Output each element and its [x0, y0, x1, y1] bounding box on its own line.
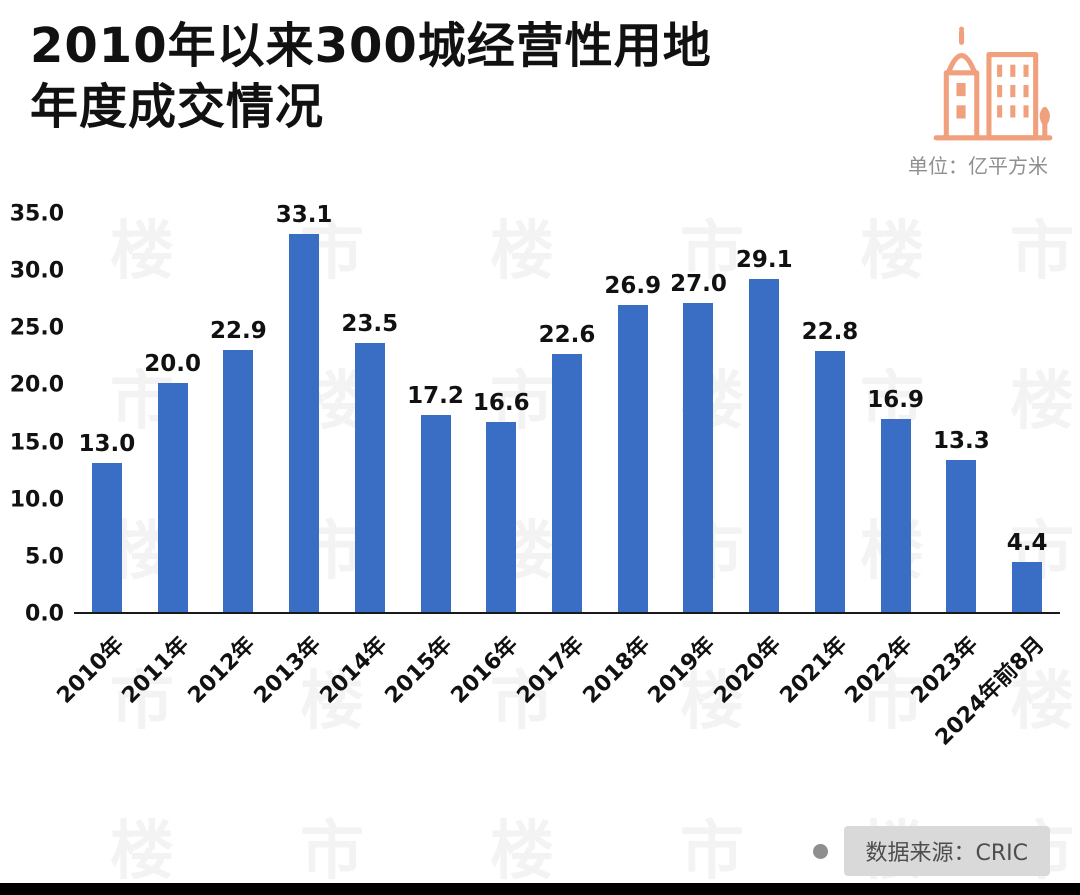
plot-area: 13.0 20.0 22.9 33.1 23.5 17.2 16.6 22.6 26.9 27.0…: [74, 202, 1060, 614]
y-tick-label: 35.0: [9, 201, 64, 227]
bar: [1012, 561, 1043, 612]
page-title: 2010年以来300城经营性用地 年度成交情况: [30, 16, 712, 139]
bar: [946, 460, 977, 612]
bar: [683, 303, 714, 612]
bar-slot: 20.0: [140, 214, 206, 612]
bar: [91, 463, 122, 612]
page-title-line1: 2010年以来300城经营性用地: [30, 18, 712, 74]
bar: [880, 418, 911, 612]
bullet-dot-icon: [812, 843, 828, 859]
bar-value-label: 17.2: [407, 383, 464, 410]
y-tick-label: 25.0: [9, 315, 64, 341]
bar-value-label: 20.0: [144, 351, 201, 378]
bar-slot: 26.9: [600, 214, 666, 612]
watermark-glyph: 市: [300, 800, 364, 892]
bar-value-label: 26.9: [604, 272, 662, 299]
bar: [420, 415, 451, 612]
y-tick-label: 5.0: [25, 544, 64, 570]
bar-slot: 27.0: [666, 214, 732, 612]
unit-label: 单位：亿平方米: [908, 154, 1048, 178]
bar-slot: 22.9: [205, 214, 271, 612]
bar: [157, 383, 188, 612]
bar: [617, 304, 648, 612]
y-tick-label: 20.0: [9, 372, 64, 398]
bar-value-label: 13.0: [78, 431, 136, 458]
bar-slot: 33.1: [271, 202, 337, 612]
y-tick-label: 0.0: [25, 601, 64, 627]
bar-slot: 22.6: [534, 214, 600, 612]
bar-slot: 17.2: [403, 214, 469, 612]
bar-value-label: 16.6: [472, 390, 530, 417]
bar-slot: 13.0: [74, 214, 140, 612]
y-tick-label: 10.0: [9, 487, 64, 513]
header: 2010年以来300城经营性用地 年度成交情况: [0, 0, 1080, 150]
y-tick-label: 30.0: [9, 258, 64, 284]
bar-slot: 23.5: [337, 214, 403, 612]
y-tick-label: 15.0: [9, 430, 64, 456]
footer: 数据来源：CRIC: [812, 826, 1050, 876]
x-axis-labels: 2010年 2011年 2012年 2013年 2014年 2015年 2016年 2017年…: [52, 614, 1060, 774]
bar-value-label: 16.9: [867, 386, 925, 413]
bar-value-label: 23.5: [341, 311, 399, 338]
watermark-glyph: 楼: [110, 800, 174, 892]
bar-value-label: 22.8: [801, 319, 859, 346]
bar-slot: 29.1: [731, 214, 797, 612]
bottom-bar: [0, 883, 1080, 895]
x-axis-label-text: 2010年: [52, 632, 129, 709]
bar-slot: 16.9: [863, 214, 929, 612]
bar: [749, 279, 780, 612]
bar-slot: 16.6: [468, 214, 534, 612]
bar-slot: 13.3: [929, 214, 995, 612]
page-title-line2: 年度成交情况: [30, 79, 325, 136]
bar-chart: 35.0 30.0 25.0 20.0 15.0 10.0 5.0 0.0 13.0 20.0 2…: [0, 202, 1080, 774]
bar: [289, 233, 320, 612]
x-axis-label: 2024年前8月: [931, 614, 1060, 774]
bar: [552, 353, 582, 612]
watermark-glyph: 楼: [490, 800, 554, 892]
bar-value-label: 22.6: [538, 321, 596, 348]
bar-value-label: 4.4: [1006, 529, 1048, 556]
bar-slot: 4.4: [994, 214, 1060, 612]
bar-value-label: 33.1: [275, 201, 333, 228]
bar: [814, 351, 845, 612]
bar-slot: 22.8: [797, 214, 863, 612]
bar-value-label: 29.1: [735, 247, 793, 274]
buildings-icon: [926, 18, 1058, 150]
bar: [486, 422, 517, 612]
bar: [354, 343, 385, 612]
bar: [223, 350, 254, 612]
watermark-glyph: 市: [680, 800, 744, 892]
bar-value-label: 13.3: [933, 428, 990, 454]
bar-value-label: 22.9: [209, 318, 267, 345]
data-source-label: 数据来源：CRIC: [843, 826, 1050, 876]
y-axis: 35.0 30.0 25.0 20.0 15.0 10.0 5.0 0.0: [0, 202, 74, 627]
bar-value-label: 27.0: [670, 271, 727, 298]
